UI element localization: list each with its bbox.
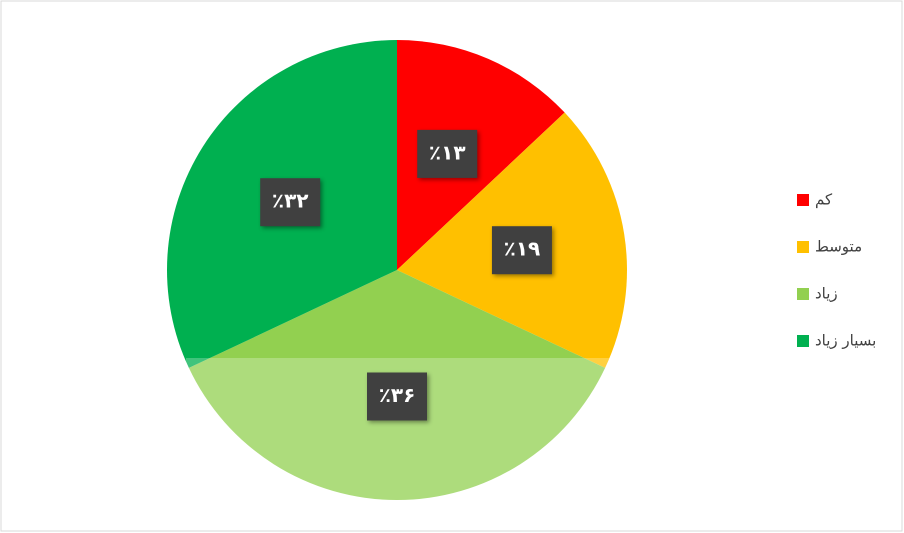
value-label: ٪۱۹ bbox=[504, 237, 541, 261]
label-box bbox=[491, 226, 552, 275]
label-box bbox=[417, 129, 478, 178]
legend: کم متوسط زیاد بسیار زیاد bbox=[797, 191, 876, 350]
value-label: ٪۳۶ bbox=[379, 383, 416, 407]
slice bbox=[397, 40, 565, 270]
legend-label: زیاد bbox=[815, 285, 838, 303]
legend-swatch bbox=[797, 194, 809, 206]
legend-label: کم bbox=[815, 191, 833, 209]
value-label: ٪۱۳ bbox=[429, 140, 466, 164]
label-box bbox=[260, 178, 321, 227]
legend-label: بسیار زیاد bbox=[815, 332, 876, 350]
labels: ٪۱۳ ٪۱۹ ٪۳۶ ٪۳۲ bbox=[260, 129, 552, 421]
value-label: ٪۳۲ bbox=[272, 189, 309, 213]
legend-swatch bbox=[797, 241, 809, 253]
legend-label: متوسط bbox=[815, 238, 862, 256]
legend-swatch bbox=[797, 335, 809, 347]
legend-swatch bbox=[797, 288, 809, 300]
label-box bbox=[367, 372, 427, 421]
